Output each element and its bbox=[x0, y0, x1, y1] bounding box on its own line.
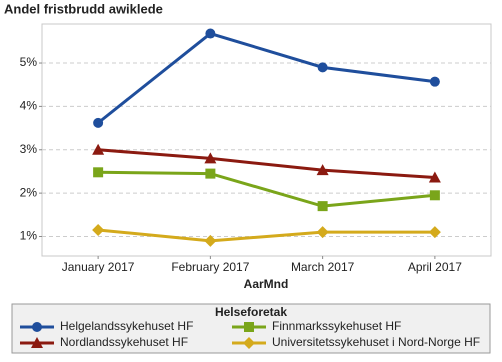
chart-title: Andel fristbrudd awiklede bbox=[4, 1, 163, 16]
line bbox=[98, 170, 436, 208]
marker bbox=[93, 117, 104, 128]
marker bbox=[429, 76, 440, 87]
y-tick-label: 2% bbox=[20, 185, 38, 199]
line bbox=[97, 228, 435, 243]
marker bbox=[428, 226, 441, 239]
x-axis-title: AarMnd bbox=[244, 277, 289, 291]
marker bbox=[31, 337, 43, 348]
y-tick-label: 4% bbox=[20, 99, 38, 113]
marker bbox=[92, 223, 105, 236]
plot-area bbox=[41, 23, 492, 257]
marker bbox=[204, 152, 217, 164]
legend-label: Finnmarkssykehuset HF bbox=[272, 319, 401, 333]
legend-label: Nordlandssykehuset HF bbox=[60, 335, 188, 349]
marker bbox=[205, 168, 216, 179]
marker bbox=[429, 190, 440, 201]
marker bbox=[205, 28, 216, 39]
x-tick-label: April 2017 bbox=[408, 260, 462, 274]
marker bbox=[244, 322, 254, 332]
line bbox=[97, 31, 436, 125]
legend-label: Universitetssykehuset i Nord-Norge HF bbox=[272, 335, 480, 349]
marker bbox=[316, 226, 329, 239]
y-tick-label: 5% bbox=[20, 55, 38, 69]
legend-title: Helseforetak bbox=[215, 305, 287, 319]
x-tick-label: February 2017 bbox=[171, 260, 249, 274]
marker bbox=[317, 62, 328, 73]
x-tick-label: January 2017 bbox=[62, 260, 135, 274]
y-tick-label: 1% bbox=[20, 229, 38, 243]
marker bbox=[428, 171, 441, 183]
line bbox=[98, 148, 435, 180]
marker bbox=[93, 167, 104, 178]
x-tick-label: March 2017 bbox=[291, 260, 355, 274]
marker bbox=[317, 201, 328, 212]
y-tick-label: 3% bbox=[20, 142, 38, 156]
marker bbox=[316, 164, 329, 176]
legend-label: Helgelandssykehuset HF bbox=[60, 319, 193, 333]
marker bbox=[32, 322, 42, 332]
marker bbox=[243, 337, 255, 349]
marker bbox=[92, 143, 105, 155]
marker bbox=[204, 234, 217, 247]
